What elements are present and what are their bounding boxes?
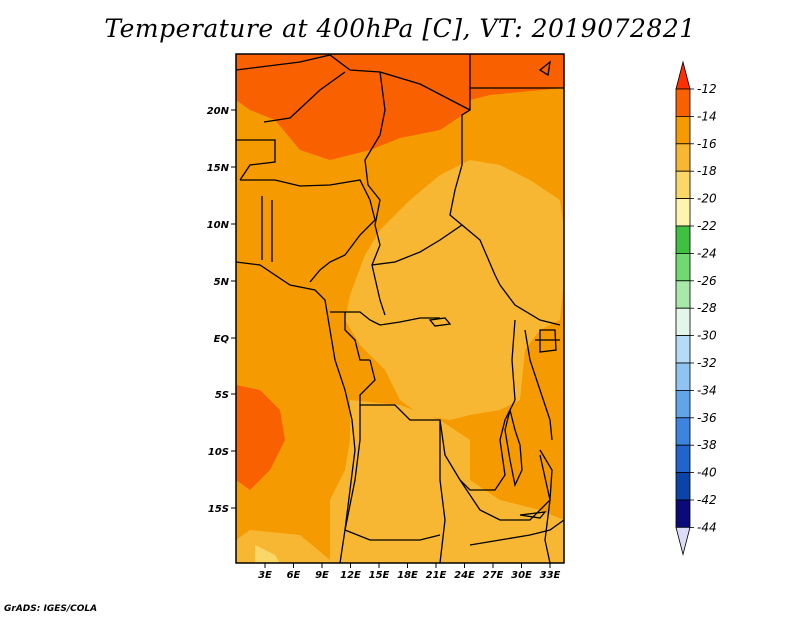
colorbar-label: -12	[697, 82, 717, 96]
grads-credit: GrADS: IGES/COLA	[4, 604, 98, 614]
lat-tick-label: 10N	[207, 220, 230, 231]
lat-tick-label: 15S	[208, 504, 229, 515]
temperature-field	[236, 54, 564, 563]
lon-tick-label: 24E	[454, 570, 475, 581]
colorbar-swatch	[675, 225, 691, 254]
lon-axis: 3E 6E 9E 12E 15E 18E 21E 24E 27E 30E 33E	[258, 563, 561, 581]
lon-tick-label: 21E	[426, 570, 447, 581]
colorbar-label: -16	[697, 137, 717, 151]
colorbar-label: -18	[697, 164, 717, 178]
lat-tick-label: 10S	[208, 447, 229, 458]
colorbar-swatch	[675, 252, 691, 282]
colorbar-swatch	[675, 88, 691, 117]
lon-tick-label: 12E	[340, 570, 361, 581]
map-title: Temperature at 400hPa [C], VT: 201907282…	[104, 14, 696, 43]
colorbar-swatch	[675, 444, 691, 474]
colorbar-swatch	[675, 280, 691, 309]
lat-tick-label: 5S	[215, 390, 229, 401]
lon-tick-label: 33E	[540, 570, 561, 581]
colorbar-label: -24	[697, 246, 717, 260]
colorbar: -12 -14 -16 -18 -20 -22 -24 -26 -28 -30 -32 -34 -36 -…	[675, 60, 717, 556]
colorbar-label: -44	[697, 520, 717, 534]
colorbar-swatch	[675, 116, 691, 145]
colorbar-label: -20	[697, 192, 717, 206]
lat-tick-label: 20N	[207, 106, 230, 117]
colorbar-swatch	[675, 417, 691, 446]
lon-tick-label: 6E	[287, 570, 301, 581]
colorbar-label: -32	[697, 356, 717, 370]
country-borders	[236, 54, 564, 563]
lat-tick-label: EQ	[214, 334, 230, 345]
colorbar-swatch	[675, 198, 691, 227]
field-band-cool-south	[330, 400, 564, 563]
colorbar-label: -26	[697, 274, 717, 288]
field-band-warm-atlantic	[236, 385, 285, 490]
lat-tick-label: 15N	[207, 163, 230, 174]
colorbar-swatch	[675, 170, 691, 199]
colorbar-label: -38	[697, 438, 717, 452]
lat-tick-label: 5N	[214, 277, 230, 288]
colorbar-swatch	[675, 389, 691, 419]
colorbar-swatch	[675, 335, 691, 364]
field-band-coldest-sw	[255, 545, 280, 563]
lon-tick-label: 18E	[397, 570, 418, 581]
colorbar-swatch	[675, 472, 691, 501]
coastline	[236, 261, 356, 563]
lon-tick-label: 15E	[369, 570, 390, 581]
map-frame	[235, 53, 565, 564]
colorbar-label: -14	[697, 109, 717, 123]
colorbar-swatch	[675, 143, 691, 172]
lat-axis: 20N 15N 10N 5N EQ 5S 10S 15S	[207, 106, 236, 515]
field-band-cool-basin	[345, 160, 564, 420]
colorbar-label: -22	[697, 219, 717, 233]
lon-tick-label: 3E	[258, 570, 272, 581]
field-band-warm-north	[236, 54, 470, 160]
colorbar-swatch	[675, 499, 691, 528]
colorbar-label: -30	[697, 329, 717, 343]
lon-tick-label: 30E	[511, 570, 532, 581]
colorbar-label: -36	[697, 411, 717, 425]
colorbar-label: -42	[697, 493, 717, 507]
colorbar-label: -28	[697, 301, 717, 315]
lon-tick-label: 27E	[483, 570, 504, 581]
colorbar-swatch	[675, 307, 691, 337]
colorbar-label: -40	[697, 466, 717, 480]
lon-tick-label: 9E	[315, 570, 329, 581]
colorbar-top-arrow	[675, 60, 691, 90]
colorbar-label: -34	[697, 383, 717, 397]
colorbar-bottom-arrow	[675, 527, 691, 556]
colorbar-swatch	[675, 362, 691, 391]
